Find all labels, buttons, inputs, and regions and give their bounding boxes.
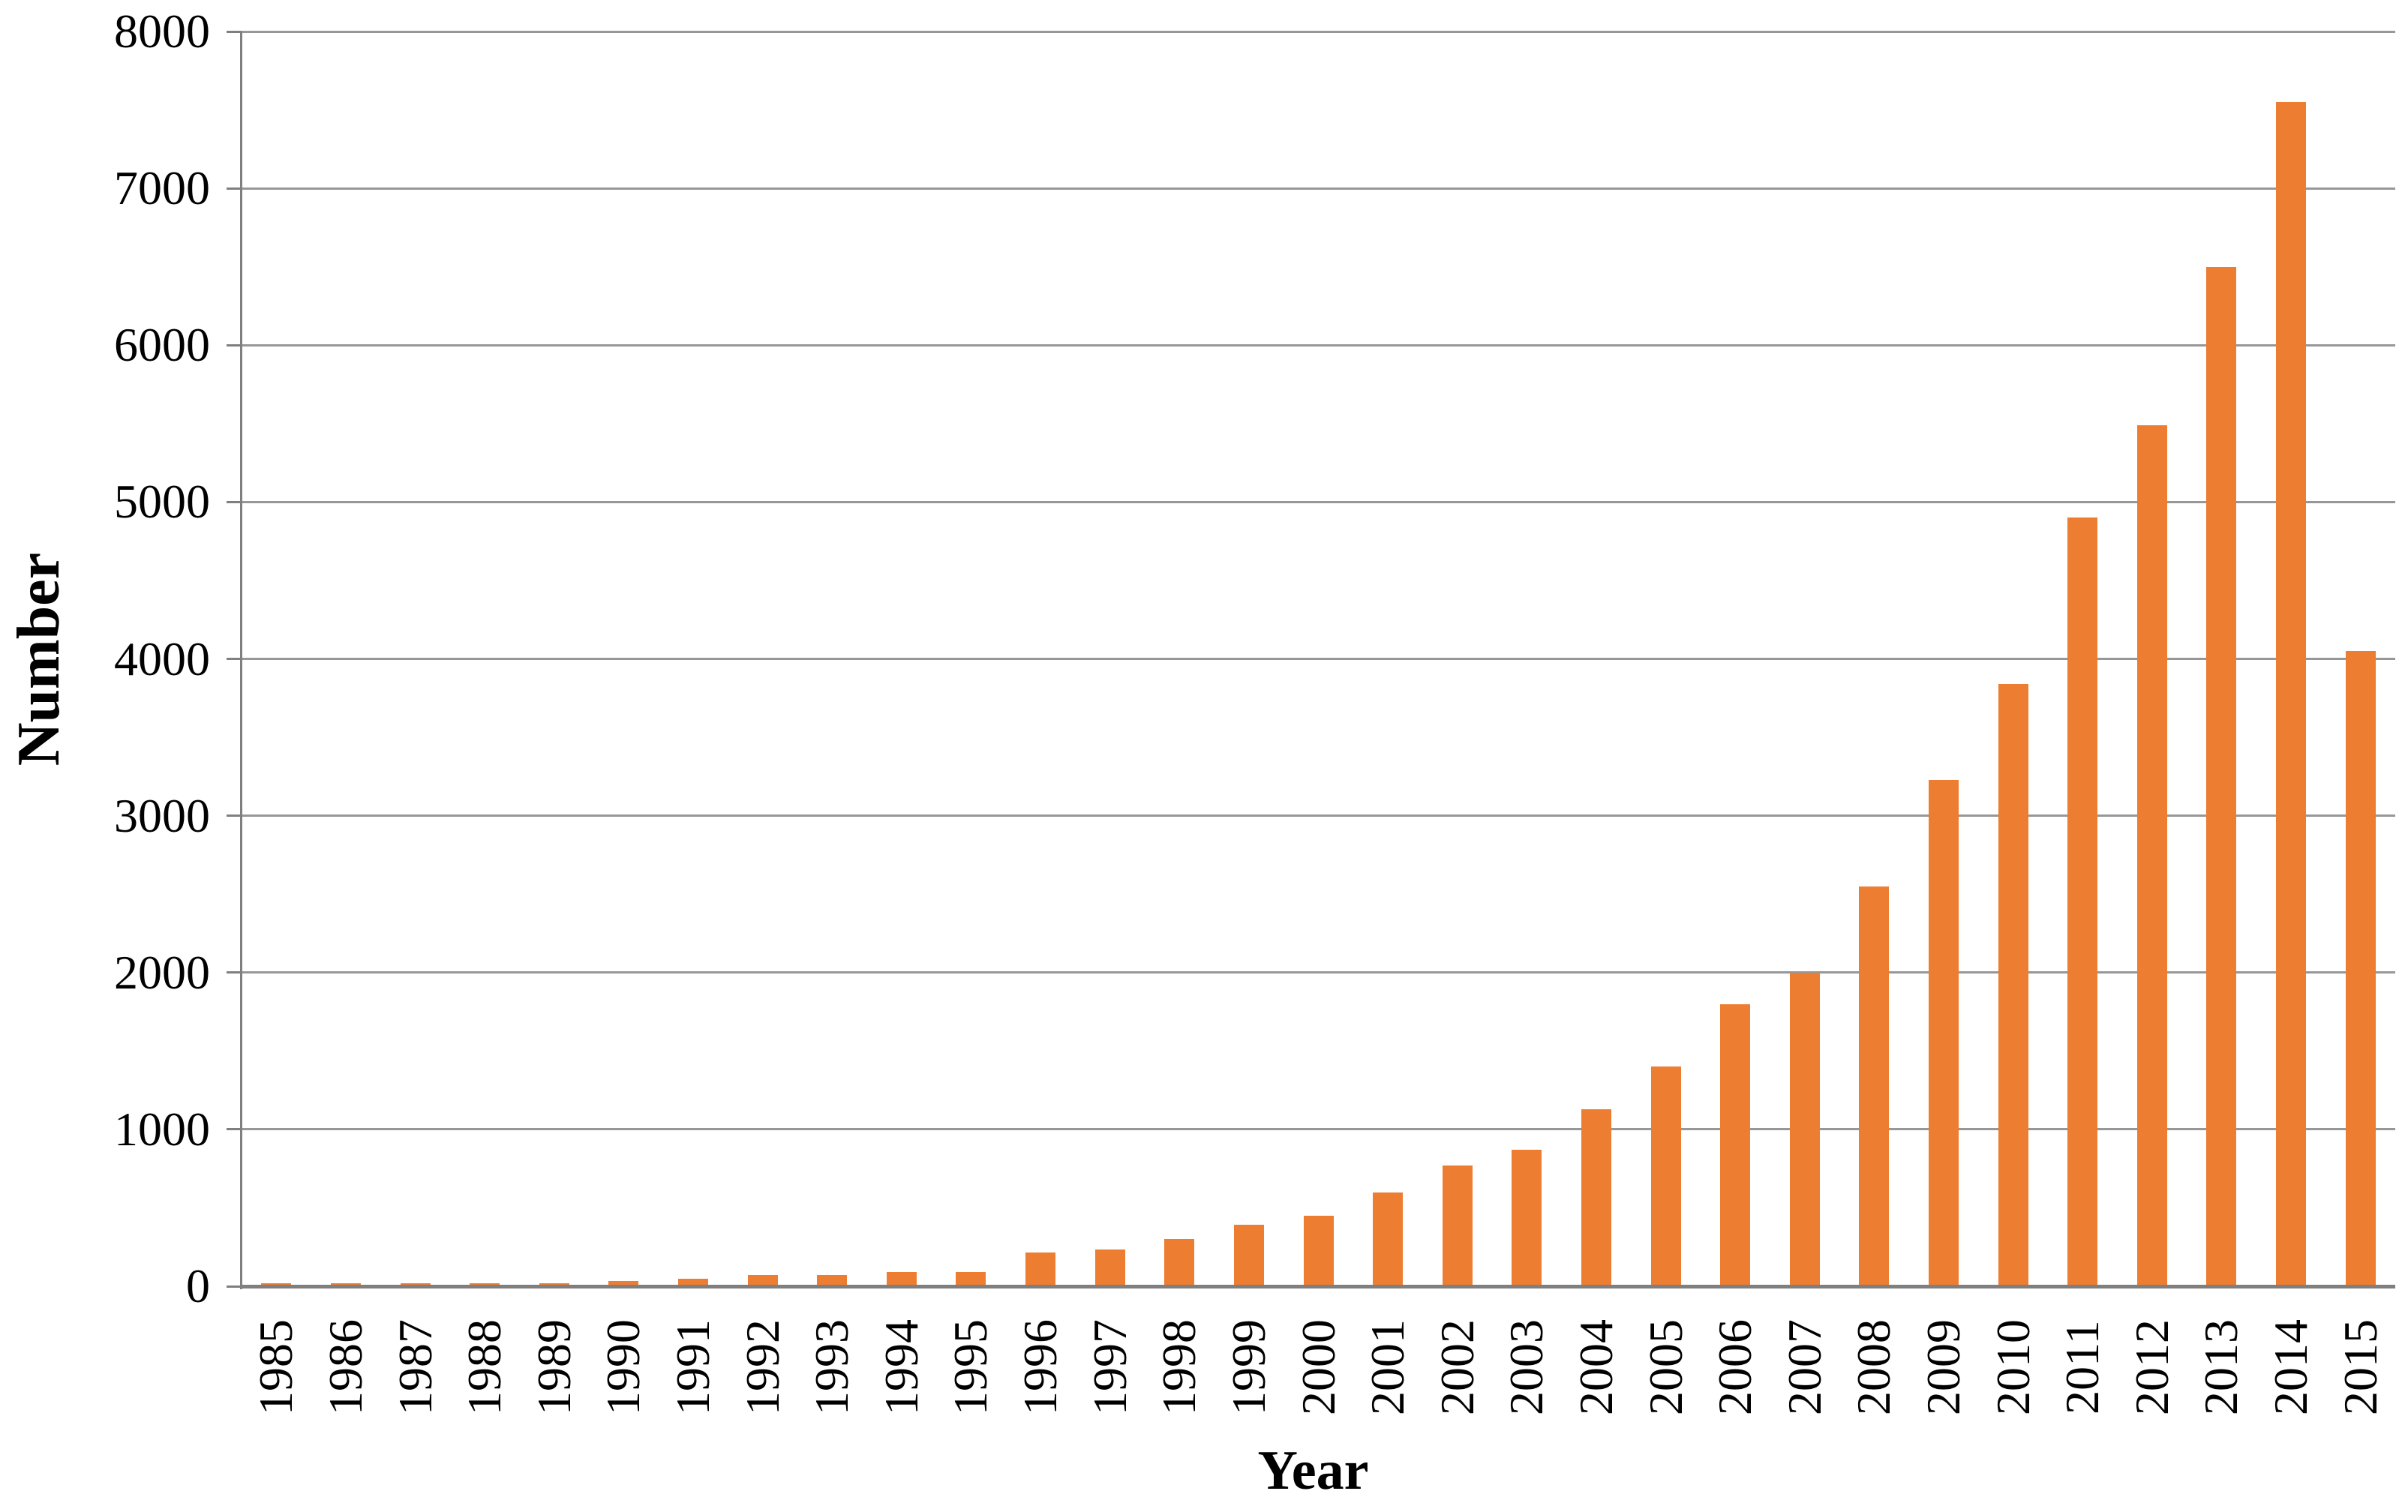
y-tick-label-1000: 1000 <box>114 1102 210 1156</box>
x-tick-label-2002: 2002 <box>1430 1319 1484 1415</box>
bar-2009 <box>1929 779 1959 1286</box>
x-tick-label-1996: 1996 <box>1013 1319 1067 1415</box>
bar-1999 <box>1233 1225 1264 1286</box>
x-axis-line <box>242 1285 2395 1288</box>
bar-2014 <box>2276 102 2307 1286</box>
x-tick-label-1997: 1997 <box>1082 1319 1136 1415</box>
y-tick-label-7000: 7000 <box>114 161 210 215</box>
x-tick-label-1993: 1993 <box>805 1319 859 1415</box>
x-tick-label-2008: 2008 <box>1847 1319 1901 1415</box>
bar-1996 <box>1025 1252 1056 1286</box>
gridline-4000 <box>242 658 2395 660</box>
gridline-6000 <box>242 344 2395 346</box>
bar-2007 <box>1789 972 1820 1286</box>
x-tick-label-2009: 2009 <box>1917 1319 1971 1415</box>
x-axis-title: Year <box>1257 1440 1369 1502</box>
y-tick-mark-1000 <box>227 1128 242 1131</box>
bar-1997 <box>1094 1249 1125 1286</box>
bar-2004 <box>1581 1108 1611 1286</box>
bar-1998 <box>1164 1239 1195 1286</box>
x-tick-label-2006: 2006 <box>1708 1319 1762 1415</box>
x-tick-label-1994: 1994 <box>874 1319 928 1415</box>
bar-2005 <box>1650 1066 1681 1286</box>
bar-1992 <box>747 1275 778 1286</box>
bar-1995 <box>956 1272 986 1286</box>
x-tick-label-2011: 2011 <box>2055 1320 2109 1414</box>
bar-1985 <box>261 1282 292 1286</box>
bar-2010 <box>1998 683 2028 1286</box>
bar-2013 <box>2206 266 2237 1286</box>
gridline-3000 <box>242 814 2395 818</box>
x-tick-label-2003: 2003 <box>1500 1319 1554 1415</box>
x-tick-label-1987: 1987 <box>388 1319 442 1415</box>
y-tick-mark-2000 <box>227 971 242 974</box>
gridline-8000 <box>242 30 2395 33</box>
bar-1990 <box>608 1280 639 1286</box>
y-axis-line <box>240 32 242 1289</box>
y-tick-mark-0 <box>227 1285 242 1288</box>
x-tick-label-1992: 1992 <box>735 1319 789 1415</box>
y-tick-mark-8000 <box>227 30 242 33</box>
bar-2012 <box>2136 424 2167 1286</box>
y-tick-label-4000: 4000 <box>114 632 210 686</box>
bar-2011 <box>2067 518 2098 1286</box>
y-tick-label-3000: 3000 <box>114 788 210 842</box>
bar-2001 <box>1373 1192 1404 1286</box>
gridline-5000 <box>242 500 2395 503</box>
bar-2002 <box>1442 1165 1473 1286</box>
gridline-2000 <box>242 971 2395 974</box>
y-tick-label-2000: 2000 <box>114 945 210 999</box>
x-tick-label-1999: 1999 <box>1221 1319 1275 1415</box>
x-tick-label-2001: 2001 <box>1361 1319 1415 1415</box>
bar-1986 <box>330 1282 361 1286</box>
x-tick-label-1988: 1988 <box>458 1319 512 1415</box>
y-tick-mark-7000 <box>227 187 242 190</box>
y-tick-label-6000: 6000 <box>114 318 210 372</box>
x-tick-label-1990: 1990 <box>596 1319 650 1415</box>
x-tick-label-2000: 2000 <box>1291 1319 1345 1415</box>
gridline-7000 <box>242 187 2395 190</box>
bar-1991 <box>677 1278 708 1286</box>
bar-1987 <box>400 1282 431 1286</box>
bar-2006 <box>1720 1004 1751 1286</box>
bar-1993 <box>817 1275 848 1286</box>
x-tick-label-2015: 2015 <box>2333 1319 2387 1415</box>
gridline-1000 <box>242 1128 2395 1131</box>
x-tick-label-2007: 2007 <box>1777 1319 1831 1415</box>
x-tick-label-2010: 2010 <box>1986 1319 2040 1415</box>
bar-2008 <box>1859 886 1890 1286</box>
y-tick-label-8000: 8000 <box>114 4 210 58</box>
x-tick-label-1985: 1985 <box>249 1319 303 1415</box>
x-tick-label-2005: 2005 <box>1638 1319 1692 1415</box>
x-tick-label-2012: 2012 <box>2124 1319 2178 1415</box>
y-tick-label-5000: 5000 <box>114 475 210 529</box>
x-tick-label-1986: 1986 <box>318 1319 372 1415</box>
y-axis-title: Number <box>6 552 72 766</box>
x-tick-label-2004: 2004 <box>1569 1319 1623 1415</box>
x-tick-label-1995: 1995 <box>944 1319 998 1415</box>
x-tick-label-1998: 1998 <box>1152 1319 1206 1415</box>
y-tick-mark-5000 <box>227 500 242 503</box>
bar-2015 <box>2345 651 2376 1286</box>
y-tick-mark-3000 <box>227 814 242 818</box>
bar-2003 <box>1512 1150 1542 1286</box>
y-tick-mark-6000 <box>227 344 242 346</box>
bar-1994 <box>886 1272 917 1286</box>
x-tick-label-1991: 1991 <box>665 1319 719 1415</box>
bar-2000 <box>1303 1215 1334 1286</box>
y-tick-mark-4000 <box>227 658 242 660</box>
y-tick-label-0: 0 <box>186 1259 210 1312</box>
bar-1988 <box>470 1282 500 1286</box>
x-tick-label-2013: 2013 <box>2194 1319 2248 1415</box>
x-tick-label-1989: 1989 <box>527 1319 581 1415</box>
x-tick-label-2014: 2014 <box>2264 1319 2318 1415</box>
bar-1989 <box>539 1282 569 1286</box>
